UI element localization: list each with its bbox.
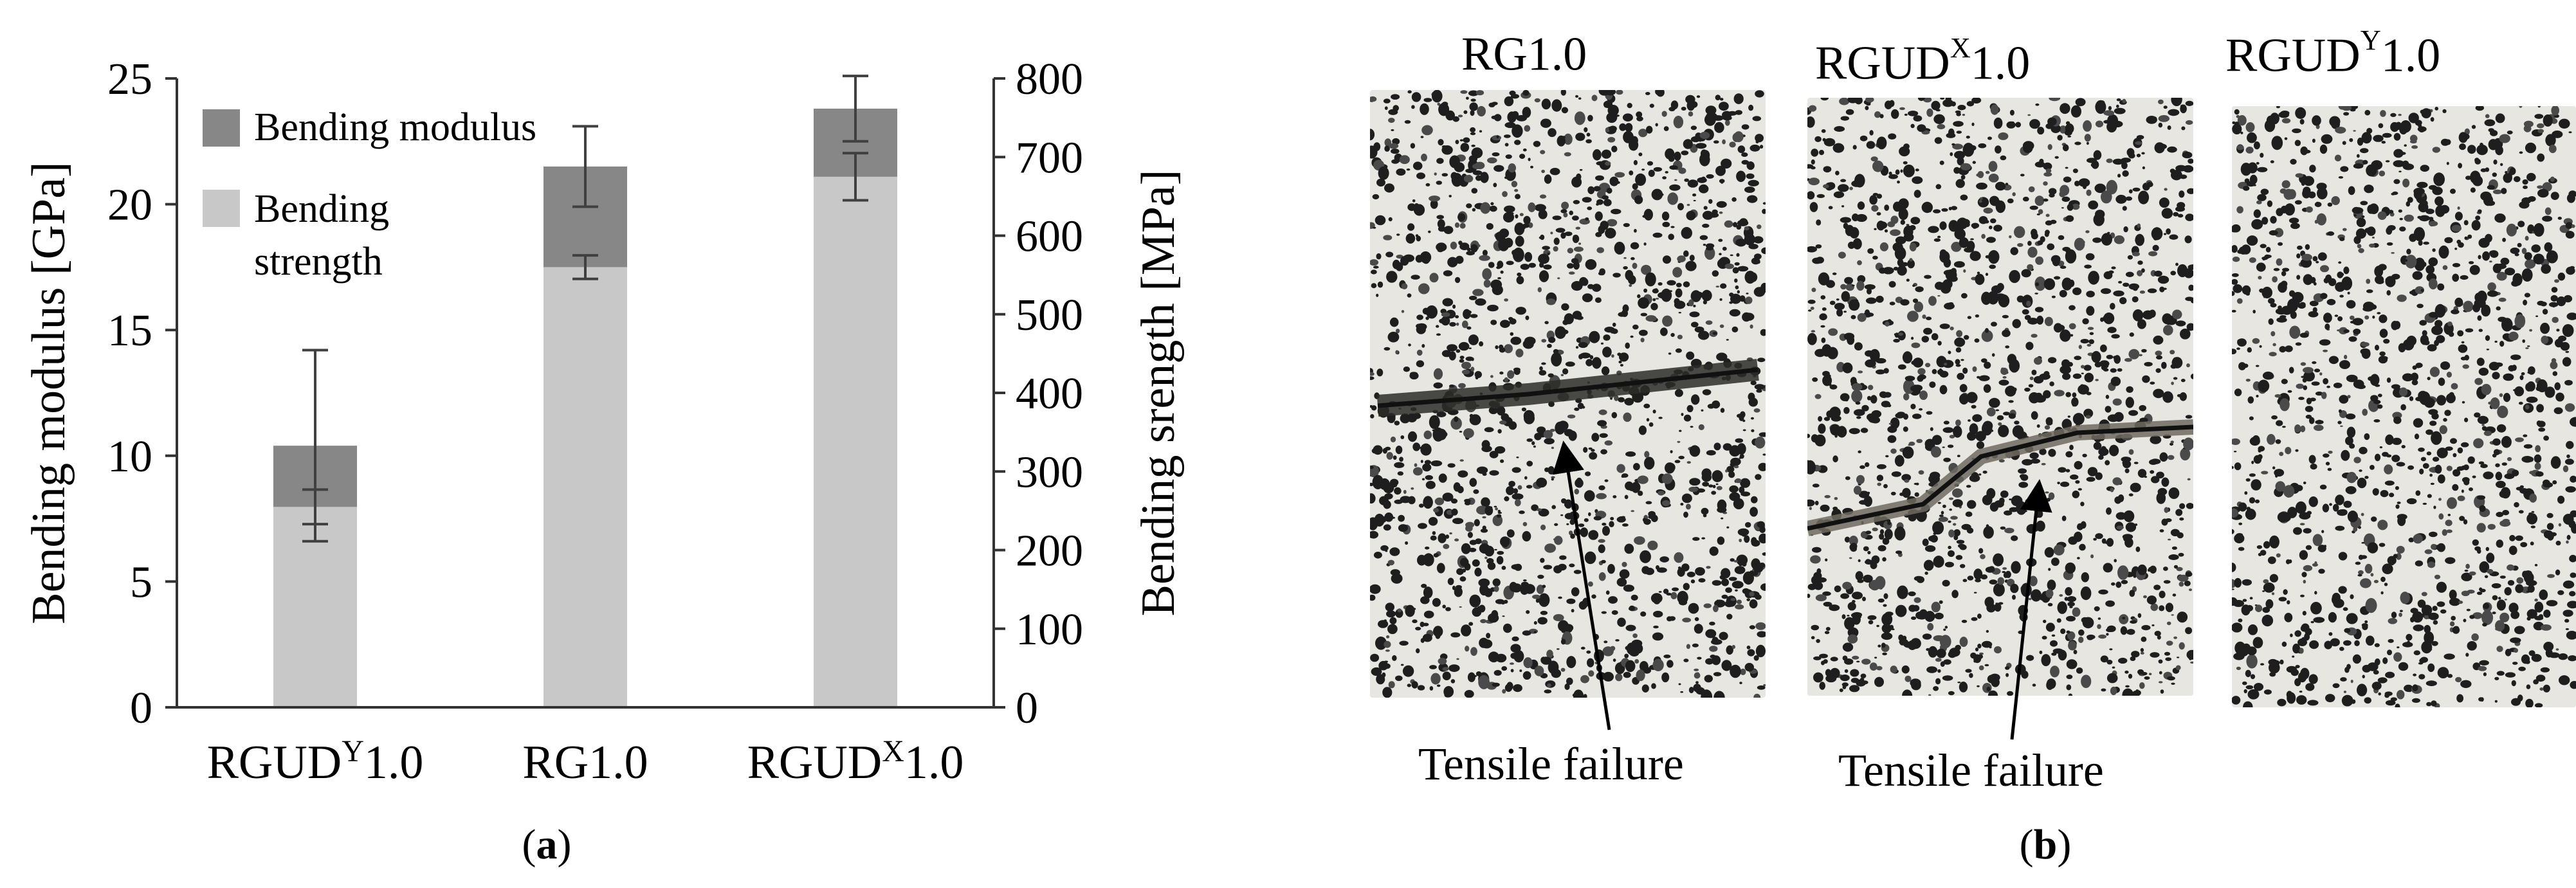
specimen-photo-rgud-y bbox=[2232, 106, 2576, 707]
y-tick-label-right-0: 0 bbox=[1016, 684, 1038, 733]
y-tick-label-left-2: 10 bbox=[107, 432, 152, 482]
y-tick-label-right-5: 500 bbox=[1016, 291, 1083, 340]
specimen-title-rg: RG1.0 bbox=[1461, 28, 1587, 81]
legend-swatch-strength bbox=[203, 190, 240, 227]
error-bar-modulus-2 bbox=[843, 75, 868, 143]
x-tick-label-2: RGUDX1.0 bbox=[747, 734, 964, 789]
y-tick-label-right-1: 100 bbox=[1016, 605, 1083, 655]
error-bar-modulus-1 bbox=[572, 125, 598, 208]
y-tick-label-right-8: 800 bbox=[1016, 55, 1083, 104]
x-tick-label-0: RGUDY1.0 bbox=[207, 734, 424, 789]
legend-label-strength: Bending strength bbox=[254, 187, 389, 284]
panel-a-label: (a) bbox=[522, 821, 572, 868]
y-axis-title-right: Bending srength [MPa] bbox=[1132, 170, 1185, 617]
y-tick-label-right-6: 600 bbox=[1016, 212, 1083, 262]
bar-strength-2 bbox=[814, 176, 897, 707]
specimen-photo-rgud-x bbox=[1807, 98, 2193, 696]
x-tick-label-1: RG1.0 bbox=[522, 736, 648, 789]
chart-legend: Bending modulus Bending strength bbox=[203, 105, 536, 284]
legend-label-modulus: Bending modulus bbox=[254, 105, 536, 149]
tensile-failure-label-rg: Tensile failure bbox=[1418, 738, 1684, 790]
specimen-photo-rg bbox=[1370, 90, 1766, 698]
legend-swatch-modulus bbox=[203, 109, 240, 147]
y-tick-label-left-5: 25 bbox=[107, 55, 152, 104]
y-tick-label-right-4: 400 bbox=[1016, 369, 1083, 419]
specimen-title-rgud-y: RGUDY1.0 bbox=[2225, 24, 2441, 82]
y-tick-label-right-7: 700 bbox=[1016, 133, 1083, 183]
bar-strength-1 bbox=[544, 267, 627, 707]
error-bar-strength-2 bbox=[843, 152, 868, 202]
y-tick-label-left-0: 0 bbox=[130, 684, 152, 733]
specimen-title-rgud-x: RGUDX1.0 bbox=[1815, 32, 2031, 90]
error-bar-strength-0 bbox=[302, 488, 328, 526]
y-tick-label-right-2: 200 bbox=[1016, 527, 1083, 576]
error-bar-strength-1 bbox=[572, 254, 598, 280]
y-tick-label-right-3: 300 bbox=[1016, 448, 1083, 497]
y-tick-label-left-3: 15 bbox=[107, 306, 152, 356]
panel-b-label: (b) bbox=[2020, 821, 2072, 868]
y-tick-label-left-4: 20 bbox=[107, 181, 152, 230]
tensile-failure-label-rgud-x: Tensile failure bbox=[1838, 745, 2104, 796]
y-tick-label-left-1: 5 bbox=[130, 557, 152, 607]
y-axis-title-left: Bending modulus [GPa] bbox=[23, 161, 75, 624]
